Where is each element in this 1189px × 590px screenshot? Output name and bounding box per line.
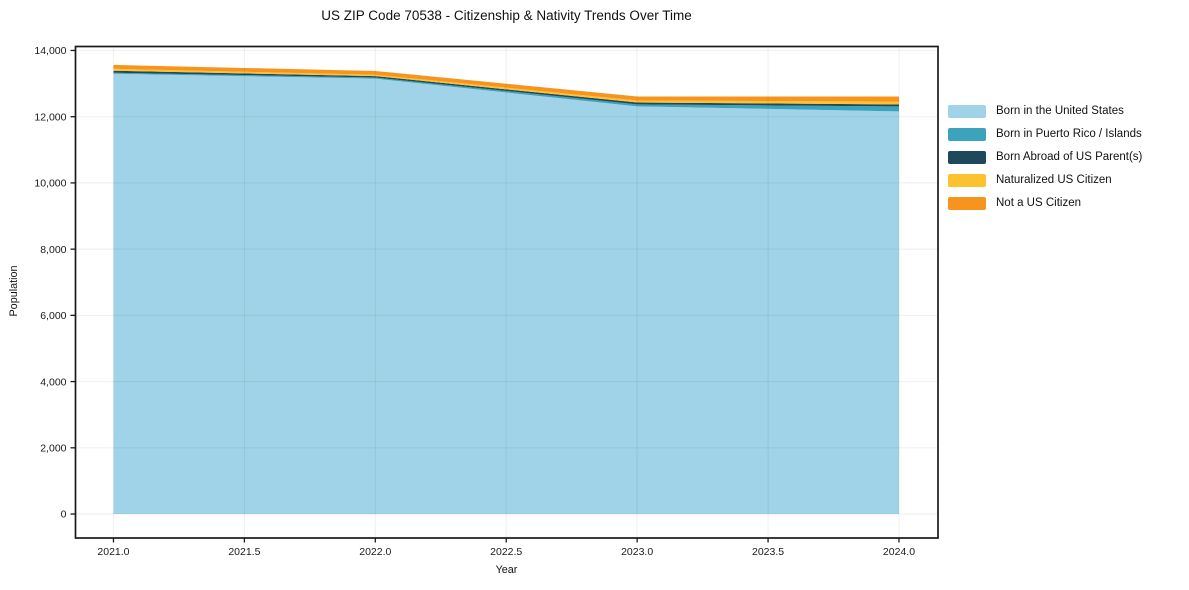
legend-swatch bbox=[948, 196, 986, 210]
y-tick-label: 2,000 bbox=[40, 443, 66, 455]
area-series-4 bbox=[113, 64, 899, 102]
y-tick-label: 12,000 bbox=[34, 111, 66, 123]
y-axis-label: Population bbox=[8, 265, 20, 317]
legend-label: Born in Puerto Rico / Islands bbox=[996, 128, 1142, 140]
legend-item-2: Born Abroad of US Parent(s) bbox=[948, 150, 1142, 164]
y-tick-label: 4,000 bbox=[40, 376, 66, 388]
legend-swatch bbox=[948, 173, 986, 187]
x-tick-label: 2023.0 bbox=[621, 546, 653, 558]
y-tick-label: 14,000 bbox=[34, 45, 66, 57]
legend-label: Not a US Citizen bbox=[996, 197, 1082, 209]
legend-item-1: Born in Puerto Rico / Islands bbox=[948, 127, 1142, 141]
legend-label: Born Abroad of US Parent(s) bbox=[996, 151, 1143, 163]
area-series-0 bbox=[113, 73, 899, 514]
x-tick-label: 2021.5 bbox=[228, 546, 260, 558]
y-tick-label: 0 bbox=[61, 509, 67, 521]
chart-title: US ZIP Code 70538 - Citizenship & Nativi… bbox=[321, 8, 692, 23]
legend: Born in the United States Born in Puerto … bbox=[948, 104, 1142, 210]
y-tick-label: 6,000 bbox=[40, 310, 66, 322]
legend-item-0: Born in the United States bbox=[948, 104, 1142, 118]
legend-label: Naturalized US Citizen bbox=[996, 174, 1112, 186]
area-series-1 bbox=[113, 72, 899, 112]
legend-swatch bbox=[948, 104, 986, 118]
y-tick-label: 8,000 bbox=[40, 244, 66, 256]
x-tick-label: 2022.0 bbox=[359, 546, 391, 558]
legend-label: Born in the United States bbox=[996, 105, 1124, 117]
x-tick-label: 2023.5 bbox=[752, 546, 784, 558]
x-tick-label: 2024.0 bbox=[883, 546, 915, 558]
legend-item-3: Naturalized US Citizen bbox=[948, 173, 1142, 187]
x-axis-label: Year bbox=[495, 564, 518, 576]
y-tick-label: 10,000 bbox=[34, 178, 66, 190]
x-tick-label: 2022.5 bbox=[490, 546, 522, 558]
legend-item-4: Not a US Citizen bbox=[948, 196, 1142, 210]
legend-swatch bbox=[948, 150, 986, 164]
legend-swatch bbox=[948, 127, 986, 141]
x-tick-label: 2021.0 bbox=[97, 546, 129, 558]
